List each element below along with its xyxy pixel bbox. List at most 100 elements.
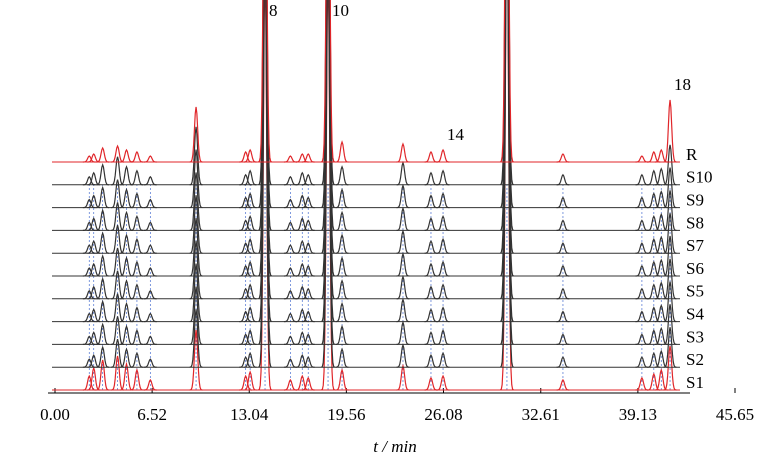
peak <box>424 194 438 209</box>
peak <box>396 183 410 209</box>
peak <box>635 264 649 277</box>
peak <box>87 365 101 391</box>
peak <box>424 150 438 163</box>
peak <box>500 0 514 322</box>
peak <box>396 142 410 163</box>
peak-annotation: 18 <box>674 75 691 94</box>
peak <box>396 343 410 368</box>
peak <box>96 208 110 231</box>
peak <box>130 329 144 345</box>
series-label: R <box>686 145 698 164</box>
peak <box>143 335 157 345</box>
peak <box>663 190 677 231</box>
peak <box>321 0 335 391</box>
peak <box>143 358 157 368</box>
peak <box>243 329 257 345</box>
peak <box>335 368 349 391</box>
peak <box>301 264 315 277</box>
peak <box>120 148 133 163</box>
peak <box>500 0 514 186</box>
peak <box>424 285 438 300</box>
peak <box>647 329 661 345</box>
peak <box>239 150 253 163</box>
peak <box>635 155 649 163</box>
series-label: S3 <box>686 327 704 346</box>
peak <box>96 359 110 391</box>
peak <box>647 306 661 323</box>
peak <box>189 329 203 391</box>
peak <box>301 376 315 391</box>
peak <box>301 219 315 231</box>
peak <box>647 215 661 231</box>
peak <box>82 155 96 163</box>
peak <box>283 358 297 368</box>
peak <box>556 196 570 209</box>
peak <box>258 0 272 322</box>
peak <box>321 0 335 300</box>
peak <box>335 347 349 368</box>
peak <box>301 287 315 300</box>
peak <box>258 0 272 208</box>
peak <box>96 185 110 209</box>
x-tick-label: 0.00 <box>40 405 70 424</box>
peak <box>82 267 96 277</box>
peak <box>130 169 144 186</box>
peak <box>396 160 410 186</box>
peak <box>436 351 450 368</box>
peak <box>321 0 335 208</box>
x-tick-label: 39.13 <box>619 405 657 424</box>
peak <box>283 267 297 277</box>
peak <box>436 215 450 231</box>
peak <box>87 308 101 323</box>
peak <box>424 353 438 368</box>
peak <box>436 306 450 323</box>
peak <box>301 356 315 368</box>
peak <box>321 0 335 322</box>
peak <box>335 301 349 323</box>
peak <box>87 239 101 254</box>
peak <box>87 153 101 163</box>
peak <box>335 165 349 186</box>
peak <box>635 310 649 323</box>
peak <box>130 283 144 300</box>
peak <box>295 262 309 277</box>
x-tick-label: 32.61 <box>522 405 560 424</box>
peak <box>663 213 677 254</box>
peak <box>295 374 309 391</box>
peak <box>189 217 203 277</box>
peak <box>189 106 203 163</box>
peak <box>321 0 335 163</box>
peak <box>82 335 96 345</box>
peak <box>424 376 438 391</box>
x-tick-label: 26.08 <box>424 405 462 424</box>
peak <box>120 165 133 186</box>
peak <box>295 353 309 368</box>
series-label: S2 <box>686 350 704 369</box>
peak <box>143 155 157 163</box>
peak <box>189 172 203 231</box>
peak <box>500 0 514 345</box>
peak-annotation: 10 <box>332 1 349 20</box>
peak <box>295 217 309 231</box>
peak <box>96 254 110 277</box>
peak <box>500 0 514 254</box>
series-label: S8 <box>686 213 704 232</box>
peak <box>189 126 203 186</box>
peak <box>258 0 272 391</box>
peak <box>239 310 253 323</box>
peak <box>647 169 661 186</box>
peak <box>87 331 101 345</box>
peak <box>239 356 253 368</box>
peak <box>396 274 410 300</box>
peak <box>556 219 570 231</box>
peak <box>301 242 315 254</box>
peak <box>258 0 272 186</box>
x-tick-label: 19.56 <box>327 405 365 424</box>
peak <box>647 237 661 254</box>
peak <box>143 312 157 323</box>
peak <box>396 363 410 391</box>
peak <box>321 0 335 345</box>
peak <box>436 237 450 254</box>
peak <box>96 299 110 323</box>
